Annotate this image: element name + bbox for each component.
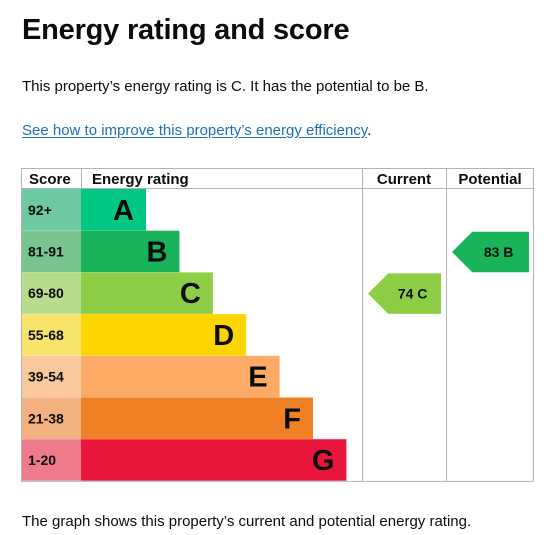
rating-letter-g: G bbox=[312, 445, 335, 477]
header-score: Score bbox=[29, 171, 71, 188]
score-cell-d bbox=[21, 314, 81, 356]
score-cell-g bbox=[21, 439, 81, 481]
rating-bar-f bbox=[81, 397, 313, 439]
page-title: Energy rating and score bbox=[22, 14, 350, 46]
score-range-b: 81-91 bbox=[28, 243, 64, 259]
score-range-g: 1-20 bbox=[28, 452, 56, 468]
score-range-e: 39-54 bbox=[28, 369, 64, 385]
score-cell-b bbox=[21, 230, 81, 273]
rating-letter-b: B bbox=[146, 236, 167, 268]
rating-bar-d bbox=[81, 314, 247, 356]
rating-letter-d: D bbox=[213, 320, 234, 352]
rating-letter-a: A bbox=[113, 195, 134, 227]
rating-bar-e bbox=[81, 355, 280, 398]
score-range-c: 69-80 bbox=[28, 285, 64, 301]
score-cell-e bbox=[21, 355, 81, 398]
header-energy-rating: Energy rating bbox=[92, 171, 189, 188]
rating-summary: This property’s energy rating is C. It h… bbox=[22, 78, 429, 95]
rating-letter-e: E bbox=[248, 362, 267, 394]
header-current: Current bbox=[377, 171, 431, 188]
rating-bar-c bbox=[81, 272, 213, 314]
score-range-a: 92+ bbox=[28, 202, 52, 218]
rating-letter-c: C bbox=[180, 278, 201, 310]
score-range-f: 21-38 bbox=[28, 410, 64, 426]
rating-bar-a bbox=[81, 189, 146, 231]
current-rating-arrow bbox=[368, 273, 441, 314]
improve-link-line: See how to improve this property’s energ… bbox=[22, 122, 371, 139]
current-rating-label: 74 C bbox=[398, 286, 428, 302]
score-cell-a bbox=[21, 189, 81, 231]
rating-letter-f: F bbox=[283, 403, 301, 435]
improve-efficiency-link[interactable]: See how to improve this property’s energ… bbox=[22, 122, 368, 139]
score-range-d: 55-68 bbox=[28, 327, 64, 343]
rating-bar-b bbox=[81, 230, 180, 273]
header-potential: Potential bbox=[458, 171, 521, 188]
potential-rating-label: 83 B bbox=[484, 244, 514, 260]
potential-rating-arrow bbox=[452, 231, 529, 273]
chart-caption: The graph shows this property’s current … bbox=[22, 513, 472, 530]
rating-bar-g bbox=[81, 439, 347, 481]
score-cell-c bbox=[21, 272, 81, 314]
link-suffix: . bbox=[367, 122, 372, 139]
score-cell-f bbox=[21, 397, 81, 439]
